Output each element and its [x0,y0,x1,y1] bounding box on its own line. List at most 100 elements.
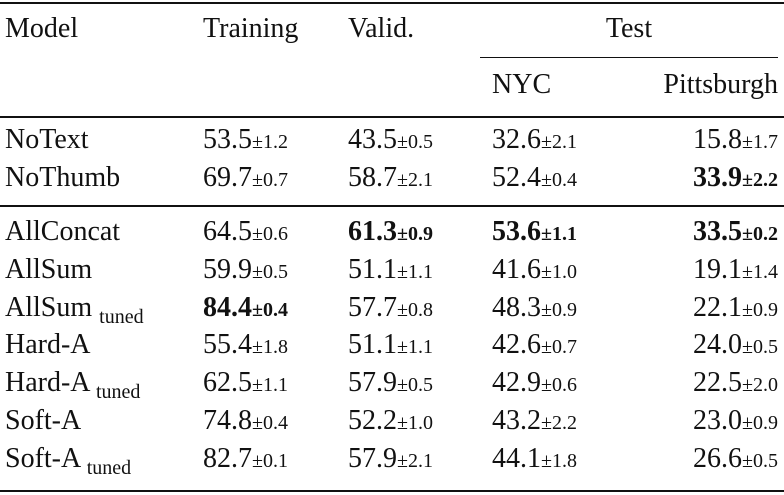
score-error: ±1.1 [252,374,288,397]
score-error: ±0.2 [742,223,778,245]
score-value: 44.1 [492,442,541,474]
score-cell: 52.2±1.0 [348,405,433,439]
model-name: NoText [5,124,89,155]
score-cell: 69.7±0.7 [203,162,288,196]
score-cell: 48.3±0.9 [492,292,577,326]
score-error: ±0.5 [742,336,778,359]
score-error: ±2.1 [397,169,433,191]
score-cell: 62.5±1.1 [203,367,288,401]
model-cell: AllSum [5,254,92,286]
score-cell: 64.5±0.6 [203,216,288,250]
score-value: 22.5 [693,367,743,399]
score-error: ±1.2 [252,131,288,153]
score-value: 84.4 [203,291,252,323]
model-cell: NoText [5,124,89,156]
score-cell: 15.8±1.7 [693,124,778,158]
score-error: ±0.7 [541,336,577,359]
score-value: 58.7 [348,162,397,193]
score-value: 32.6 [492,124,541,155]
score-error: ±0.4 [252,412,288,434]
model-cell: AllSum tuned [5,291,144,328]
score-cell: 61.3±0.9 [348,216,433,250]
model-cell: NoThumb [5,162,120,194]
score-value: 51.1 [348,253,397,285]
score-cell: 44.1±1.8 [492,443,577,477]
model-name: AllSum [5,253,93,285]
score-value: 57.9 [348,442,397,474]
score-value: 42.6 [492,329,541,361]
score-cell: 57.9±2.1 [348,443,433,477]
score-error: ±2.2 [742,169,778,191]
model-cell: Soft-A [5,405,81,437]
header-nyc: NYC [492,69,552,100]
header-test: Test [605,13,653,44]
score-cell: 32.6±2.1 [492,124,577,158]
score-error: ±2.1 [541,131,577,153]
score-error: ±1.1 [541,223,577,245]
score-error: ±0.9 [541,298,577,321]
score-error: ±0.9 [742,298,778,321]
score-value: 61.3 [348,216,397,247]
score-value: 64.5 [203,216,252,247]
score-value: 51.1 [348,329,397,361]
score-cell: 42.9±0.6 [492,367,577,401]
score-value: 15.8 [693,124,743,155]
score-cell: 24.0±0.5 [693,329,778,363]
score-error: ±0.9 [742,412,778,434]
header-valid: Valid. [348,13,415,44]
score-value: 59.9 [203,253,252,285]
score-error: ±1.0 [541,260,577,283]
score-cell: 55.4±1.8 [203,329,288,363]
score-value: 62.5 [203,367,252,399]
score-value: 42.9 [492,367,541,399]
score-cell: 57.7±0.8 [348,292,433,326]
model-name: Hard-A [5,367,89,399]
score-error: ±1.8 [541,449,577,472]
score-value: 22.1 [693,291,743,323]
score-value: 41.6 [492,253,541,285]
score-error: ±0.5 [397,374,433,397]
score-cell: 26.6±0.5 [693,443,778,477]
bottom-rule [0,490,784,492]
score-cell: 43.2±2.2 [492,405,577,439]
score-value: 53.5 [203,124,252,155]
model-name: AllConcat [5,216,121,247]
model-cell: AllConcat [5,216,120,248]
score-error: ±0.9 [397,223,433,245]
score-value: 48.3 [492,291,541,323]
score-cell: 22.1±0.9 [693,292,778,326]
top-rule [0,2,784,4]
score-error: ±1.0 [397,412,433,434]
score-value: 19.1 [693,253,743,285]
score-cell: 84.4±0.4 [203,292,288,326]
score-error: ±0.6 [541,374,577,397]
score-cell: 41.6±1.0 [492,254,577,288]
score-cell: 33.5±0.2 [693,216,778,250]
model-subscript: tuned [86,456,132,479]
score-error: ±0.5 [252,260,288,283]
score-error: ±2.1 [397,449,433,472]
score-cell: 53.5±1.2 [203,124,288,158]
score-cell: 43.5±0.5 [348,124,433,158]
score-value: 33.5 [693,216,743,247]
model-name: NoThumb [5,162,121,193]
score-cell: 51.1±1.1 [348,254,433,288]
model-name: Soft-A [5,442,80,474]
score-error: ±1.4 [742,260,778,283]
score-error: ±1.1 [397,336,433,359]
score-value: 52.2 [348,405,397,436]
score-error: ±0.7 [252,169,288,191]
score-error: ±0.4 [541,169,577,191]
score-value: 26.6 [693,442,743,474]
score-error: ±0.4 [252,298,288,321]
group-rule [0,205,784,207]
model-cell: Soft-A tuned [5,442,132,479]
score-value: 23.0 [693,405,743,436]
model-name: AllSum [5,291,93,323]
score-error: ±0.5 [397,131,433,153]
score-cell: 52.4±0.4 [492,162,577,196]
score-error: ±2.2 [541,412,577,434]
score-cell: 51.1±1.1 [348,329,433,363]
score-value: 74.8 [203,405,252,436]
